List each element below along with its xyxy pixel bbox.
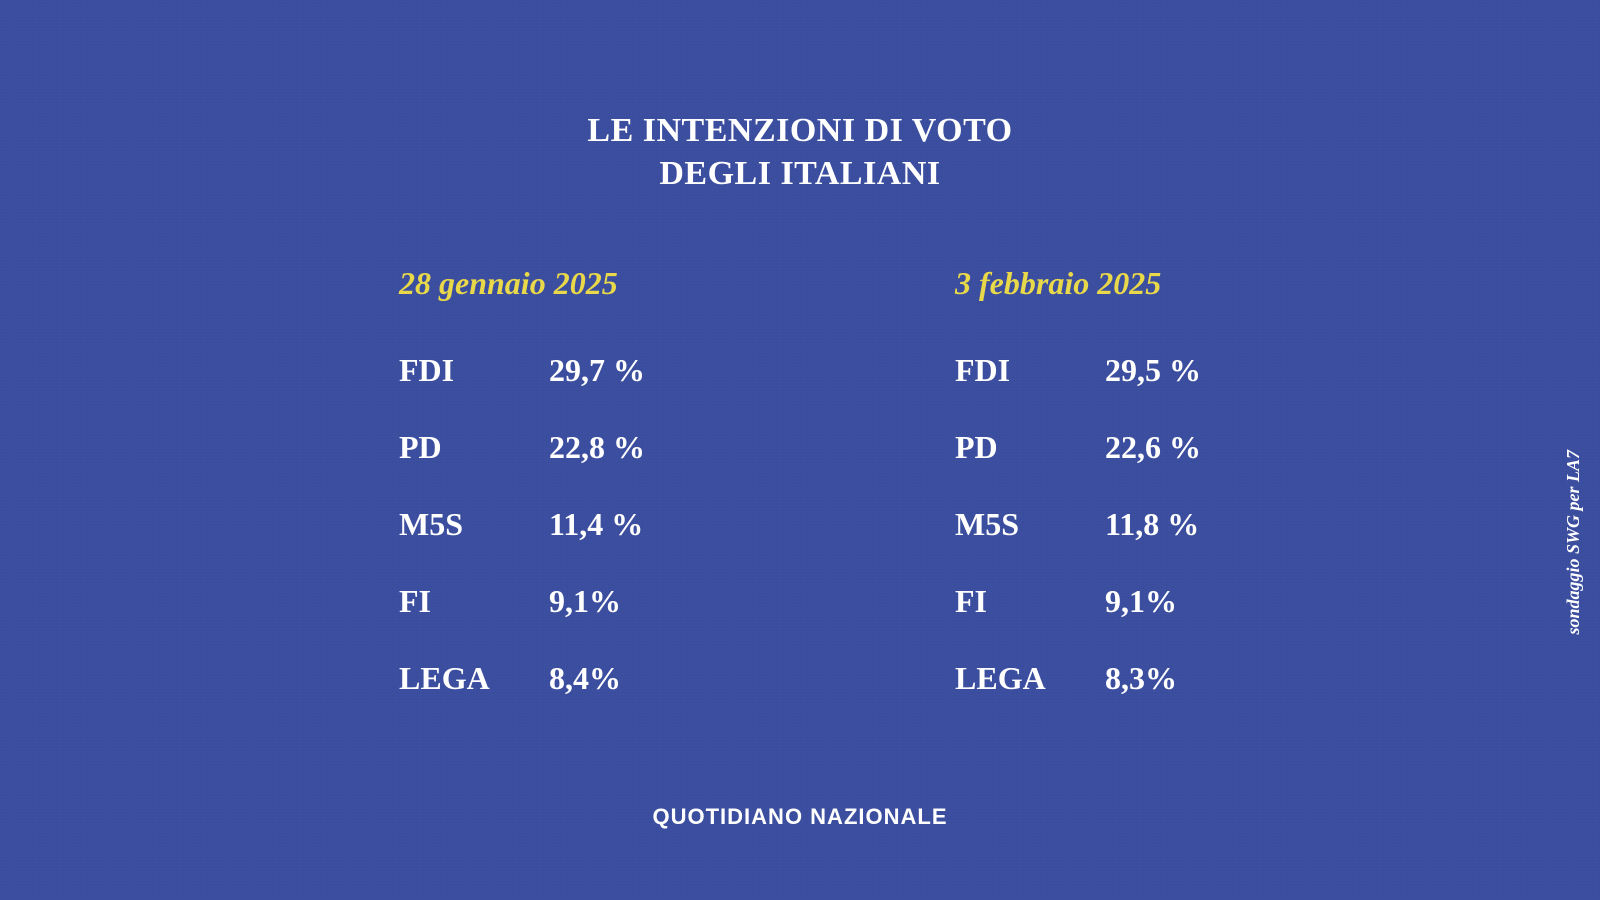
footer-brand: QUOTIDIANO NAZIONALE [0, 804, 1600, 830]
party-label: LEGA [955, 660, 1105, 697]
party-label: LEGA [399, 660, 549, 697]
party-value: 11,8 % [1105, 506, 1199, 543]
data-row: LEGA 8,3% [955, 660, 1201, 697]
party-label: FI [955, 583, 1105, 620]
content-container: LE INTENZIONI DI VOTO DEGLI ITALIANI 28 … [0, 0, 1600, 900]
main-title: LE INTENZIONI DI VOTO DEGLI ITALIANI [0, 110, 1600, 195]
column-right: 3 febbraio 2025 FDI 29,5 % PD 22,6 % M5S… [955, 265, 1201, 737]
data-row: M5S 11,4 % [399, 506, 645, 543]
party-label: FDI [955, 352, 1105, 389]
party-value: 22,6 % [1105, 429, 1201, 466]
party-value: 22,8 % [549, 429, 645, 466]
party-label: FDI [399, 352, 549, 389]
party-label: M5S [955, 506, 1105, 543]
date-left: 28 gennaio 2025 [399, 265, 645, 302]
data-row: FDI 29,5 % [955, 352, 1201, 389]
party-label: PD [399, 429, 549, 466]
data-row: M5S 11,8 % [955, 506, 1201, 543]
party-value: 8,4% [549, 660, 621, 697]
source-credit: sondaggio SWG per LA7 [1564, 450, 1585, 635]
title-line-2: DEGLI ITALIANI [0, 153, 1600, 196]
party-label: PD [955, 429, 1105, 466]
data-row: PD 22,6 % [955, 429, 1201, 466]
party-value: 8,3% [1105, 660, 1177, 697]
date-right: 3 febbraio 2025 [955, 265, 1201, 302]
party-label: M5S [399, 506, 549, 543]
party-label: FI [399, 583, 549, 620]
title-line-1: LE INTENZIONI DI VOTO [0, 110, 1600, 153]
column-left: 28 gennaio 2025 FDI 29,7 % PD 22,8 % M5S… [399, 265, 645, 737]
party-value: 9,1% [549, 583, 621, 620]
data-row: PD 22,8 % [399, 429, 645, 466]
data-row: FI 9,1% [955, 583, 1201, 620]
data-row: FDI 29,7 % [399, 352, 645, 389]
data-row: FI 9,1% [399, 583, 645, 620]
party-value: 29,7 % [549, 352, 645, 389]
party-value: 11,4 % [549, 506, 643, 543]
data-columns: 28 gennaio 2025 FDI 29,7 % PD 22,8 % M5S… [0, 265, 1600, 737]
party-value: 9,1% [1105, 583, 1177, 620]
data-row: LEGA 8,4% [399, 660, 645, 697]
party-value: 29,5 % [1105, 352, 1201, 389]
